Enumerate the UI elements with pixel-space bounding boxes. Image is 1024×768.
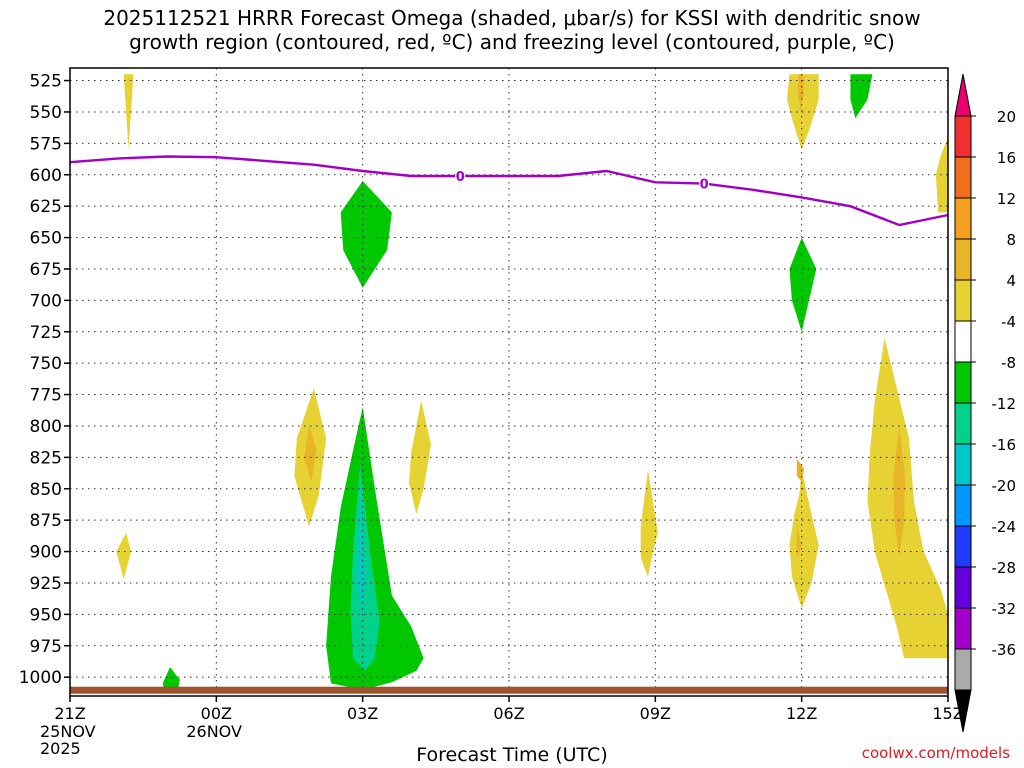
y-tick-label: 550 <box>30 103 62 123</box>
colorbar-label: -8 <box>1001 354 1016 372</box>
colorbar-segment <box>954 115 972 158</box>
omega-region-8 <box>350 463 380 671</box>
y-tick-label: 675 <box>30 260 62 280</box>
y-tick-label: 700 <box>30 291 62 311</box>
omega-region-17 <box>796 526 802 558</box>
colorbar-bottom-arrow <box>954 689 972 733</box>
omega-region-1 <box>116 532 131 580</box>
y-tick-label: 725 <box>30 323 62 343</box>
omega-region-12 <box>797 74 805 110</box>
x-date-label: 25NOV 2025 <box>40 722 96 758</box>
y-tick-label: 925 <box>30 574 62 594</box>
y-tick-label: 825 <box>30 448 62 468</box>
colorbar-segment <box>954 402 972 445</box>
y-tick-label: 625 <box>30 197 62 217</box>
omega-region-5 <box>304 426 317 483</box>
colorbar-segment <box>954 484 972 527</box>
colorbar-label: 16 <box>997 149 1016 167</box>
omega-region-13 <box>850 74 873 119</box>
omega-region-10 <box>640 469 658 577</box>
x-axis-label: Forecast Time (UTC) <box>416 744 608 766</box>
y-tick-label: 900 <box>30 543 62 563</box>
grid <box>70 68 948 696</box>
x-date-label: 26NOV <box>186 722 242 741</box>
y-axis: 525 550 575 600 625 650 675 700 725 750 775 800 825 8… <box>19 72 70 688</box>
omega-region-16 <box>796 458 805 482</box>
contour-label-bg <box>455 169 466 184</box>
colorbar-label: 8 <box>1006 231 1016 249</box>
colorbar-segment <box>954 443 972 486</box>
y-tick-label: 875 <box>30 511 62 531</box>
chart-title: 2025112521 HRRR Forecast Omega (shaded, … <box>0 6 1024 54</box>
omega-region-0 <box>123 74 134 150</box>
omega-region-6 <box>409 400 431 514</box>
colorbar-segment <box>954 361 972 404</box>
x-tick-label: 00Z <box>201 704 232 723</box>
colorbar-segment <box>954 156 972 199</box>
omega-region-3 <box>340 181 392 288</box>
colorbar-label: -36 <box>992 641 1017 659</box>
omega-region-9 <box>357 488 366 615</box>
title-line-1: 2025112521 HRRR Forecast Omega (shaded, … <box>103 6 921 30</box>
colorbar-segment <box>954 607 972 650</box>
colorbar: 20 16 12 8 4 -4 -8 -12 -16 -20 -24 -28 -32 -36 <box>954 73 1017 733</box>
x-tick-label: 03Z <box>347 704 378 723</box>
terrain-ground <box>70 686 948 694</box>
contour-label: 0 <box>700 178 709 193</box>
x-tick-label: 06Z <box>493 704 524 723</box>
credit-text: coolwx.com/models <box>861 744 1010 762</box>
omega-region-20 <box>893 426 906 558</box>
plot-frame <box>69 67 949 697</box>
colorbar-label: -20 <box>992 477 1017 495</box>
terrain-band <box>70 686 948 694</box>
colorbar-segment <box>954 238 972 281</box>
omega-region-19 <box>867 338 948 659</box>
omega-region-18 <box>935 137 948 213</box>
colorbar-segment <box>954 279 972 322</box>
colorbar-label: -4 <box>1001 313 1016 331</box>
colorbar-segment <box>954 320 972 363</box>
x-tick-label: 15Z <box>932 704 963 723</box>
y-tick-label: 1000 <box>19 668 62 688</box>
y-tick-label: 975 <box>30 637 62 657</box>
x-axis: 21Z 00Z 03Z 06Z 09Z 12Z 15Z <box>54 696 964 723</box>
freezing-level-line <box>69 155 949 227</box>
colorbar-label: -12 <box>992 395 1017 413</box>
y-tick-label: 650 <box>30 229 62 249</box>
omega-region-14 <box>789 237 817 332</box>
colorbar-label: -28 <box>992 559 1017 577</box>
contour-label-bg <box>699 176 710 191</box>
colorbar-label: 20 <box>997 108 1016 126</box>
colorbar-label: 4 <box>1006 272 1016 290</box>
y-tick-label: 750 <box>30 354 62 374</box>
omega-region-15 <box>789 469 819 609</box>
y-tick-label: 800 <box>30 417 62 437</box>
colorbar-segment <box>954 566 972 609</box>
colorbar-top-arrow <box>954 73 972 117</box>
y-tick-label: 525 <box>30 72 62 92</box>
colorbar-segment <box>954 525 972 568</box>
contour-label: 0 <box>456 170 465 185</box>
colorbar-segment <box>954 648 972 691</box>
colorbar-label: 12 <box>997 190 1016 208</box>
freezing-level-contour: 00 <box>69 155 949 227</box>
x-tick-label: 21Z <box>54 704 85 723</box>
x-tick-label: 12Z <box>786 704 817 723</box>
colorbar-label: -16 <box>992 436 1017 454</box>
omega-region-7 <box>326 407 424 690</box>
colorbar-segment <box>954 197 972 240</box>
colorbar-label: -24 <box>992 518 1017 536</box>
omega-shading <box>116 74 948 694</box>
title-line-2: growth region (contoured, red, ºC) and f… <box>129 30 895 54</box>
y-tick-label: 850 <box>30 480 62 500</box>
colorbar-label: -32 <box>992 600 1017 618</box>
y-tick-label: 600 <box>30 166 62 186</box>
y-tick-label: 775 <box>30 386 62 406</box>
y-tick-label: 950 <box>30 605 62 625</box>
x-tick-label: 09Z <box>640 704 671 723</box>
y-tick-label: 575 <box>30 134 62 154</box>
